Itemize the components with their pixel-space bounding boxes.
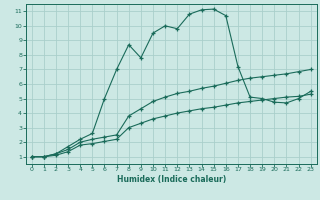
X-axis label: Humidex (Indice chaleur): Humidex (Indice chaleur) (116, 175, 226, 184)
